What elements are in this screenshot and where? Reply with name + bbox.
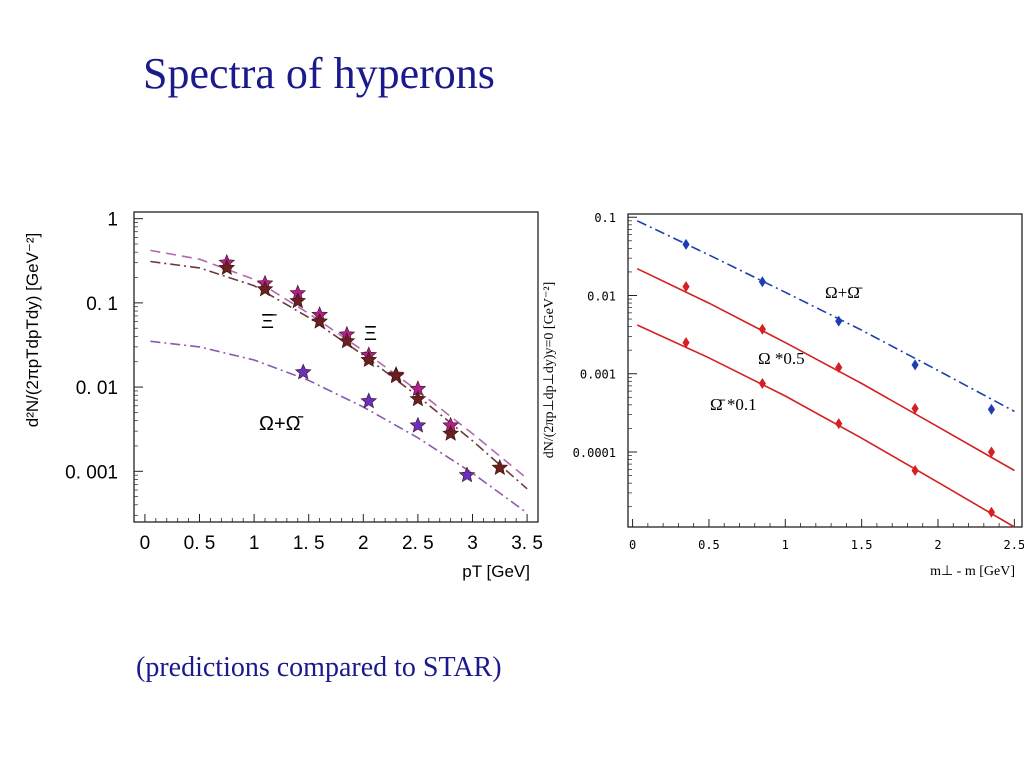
- slide-caption: (predictions compared to STAR): [136, 652, 502, 683]
- y-tick-label: 0. 1: [86, 294, 118, 315]
- data-point-star: [218, 259, 236, 276]
- left-chart-hyperon-pt-spectra: 0 0. 5 1 1. 5 2 2. 5 3 3. 510. 10. 010. 001 Ξ̄ …: [23, 210, 543, 581]
- data-point-star: [491, 459, 509, 475]
- series-curve: [636, 220, 1015, 413]
- left-y-axis-label: d²N/(2πpTdpTdy) [GeV⁻²]: [23, 233, 42, 428]
- data-point-diamond: [758, 276, 766, 288]
- data-point-diamond: [987, 403, 996, 415]
- data-point-star: [442, 424, 460, 441]
- x-tick-label: 0: [140, 533, 151, 554]
- data-point-diamond: [911, 359, 919, 371]
- x-tick-label: 1.5: [851, 538, 873, 552]
- x-tick-label: 0. 5: [184, 533, 216, 554]
- left-tick-labels: 0 0. 5 1 1. 5 2 2. 5 3 3. 5 1 0. 1 0. 01 0. 001: [65, 210, 543, 554]
- x-tick-label: 2. 5: [402, 533, 434, 554]
- data-point-star: [360, 392, 378, 409]
- right-x-axis-label: m⊥ - m [GeV]: [930, 564, 1015, 579]
- annotation-omega-sum: Ω+Ω̄: [825, 283, 863, 302]
- data-point-diamond: [987, 446, 996, 458]
- x-tick-label: 1. 5: [293, 533, 325, 554]
- data-point-star: [409, 390, 427, 407]
- plot-frame: [627, 213, 1023, 528]
- x-tick-label: 0.5: [698, 538, 720, 552]
- data-point-diamond: [835, 362, 843, 374]
- data-point-star: [338, 332, 356, 349]
- right-tick-labels: 0 0.5 1 1.5 2 2.5 0.1 0.01 0.001 0.0001: [573, 211, 1024, 552]
- series-curve: [636, 267, 1015, 472]
- series-curve: [150, 340, 528, 514]
- data-point-star: [387, 367, 405, 384]
- data-point-diamond: [758, 378, 766, 390]
- data-point-star: [458, 466, 476, 483]
- data-point-star: [360, 351, 378, 368]
- slide-title: Spectra of hyperons: [143, 49, 495, 98]
- data-point-star: [409, 416, 427, 433]
- right-y-axis-label: dN/(2πp⊥dp⊥dy)y=0 [GeV⁻²]: [542, 282, 557, 459]
- right-chart-omega-mt-spectra: 0 0.5 1 1.5 2 2.5 0.1 0.01 0.001 0.0001 Ω+Ω̄ Ω *0…: [542, 211, 1024, 579]
- x-tick-label: 3: [467, 533, 478, 554]
- y-tick-label: 0. 001: [65, 462, 118, 483]
- x-tick-label: 1: [782, 538, 789, 552]
- left-x-axis-label: pT [GeV]: [462, 562, 530, 581]
- data-point-star: [289, 292, 307, 309]
- data-point-diamond: [835, 315, 843, 327]
- left-data-points: [218, 253, 509, 483]
- series-curve: [150, 260, 528, 490]
- right-plot-frame: [627, 213, 1023, 528]
- right-fit-curves: [636, 220, 1015, 528]
- right-data-points: [682, 238, 996, 518]
- data-point-diamond: [911, 402, 919, 414]
- y-tick-label: 0.01: [587, 289, 616, 303]
- x-tick-label: 2.5: [1004, 538, 1024, 552]
- data-point-diamond: [758, 323, 766, 335]
- y-tick-label: 1: [107, 210, 118, 231]
- data-point-diamond: [835, 418, 843, 430]
- data-point-star: [311, 312, 328, 329]
- left-model-curves: [150, 249, 528, 514]
- annotation-omega-half: Ω *0.5: [758, 349, 805, 368]
- annotation-xi-bar: Ξ̄: [261, 311, 277, 333]
- data-point-diamond: [682, 337, 690, 349]
- data-point-diamond: [987, 506, 996, 518]
- y-tick-label: 0.1: [594, 211, 616, 225]
- data-point-diamond: [682, 238, 690, 250]
- x-tick-label: 2: [934, 538, 941, 552]
- x-tick-label: 1: [249, 533, 260, 554]
- x-tick-label: 2: [358, 533, 369, 554]
- x-tick-label: 0: [629, 538, 636, 552]
- y-tick-label: 0.001: [580, 368, 616, 382]
- annotation-omega-bar-tenth: Ω̄ *0.1: [710, 395, 757, 414]
- series-curve: [636, 324, 1015, 528]
- plot-frame: [133, 211, 539, 523]
- data-point-diamond: [682, 281, 690, 293]
- data-point-diamond: [911, 465, 919, 477]
- y-tick-label: 0.0001: [573, 446, 616, 460]
- annotation-xi: Ξ: [364, 323, 377, 345]
- annotation-omega: Ω+Ω̄: [259, 413, 304, 435]
- x-tick-label: 3. 5: [511, 533, 543, 554]
- data-point-star: [256, 280, 274, 297]
- left-plot-frame: [133, 211, 539, 523]
- data-point-star: [294, 363, 312, 380]
- y-tick-label: 0. 01: [76, 378, 118, 399]
